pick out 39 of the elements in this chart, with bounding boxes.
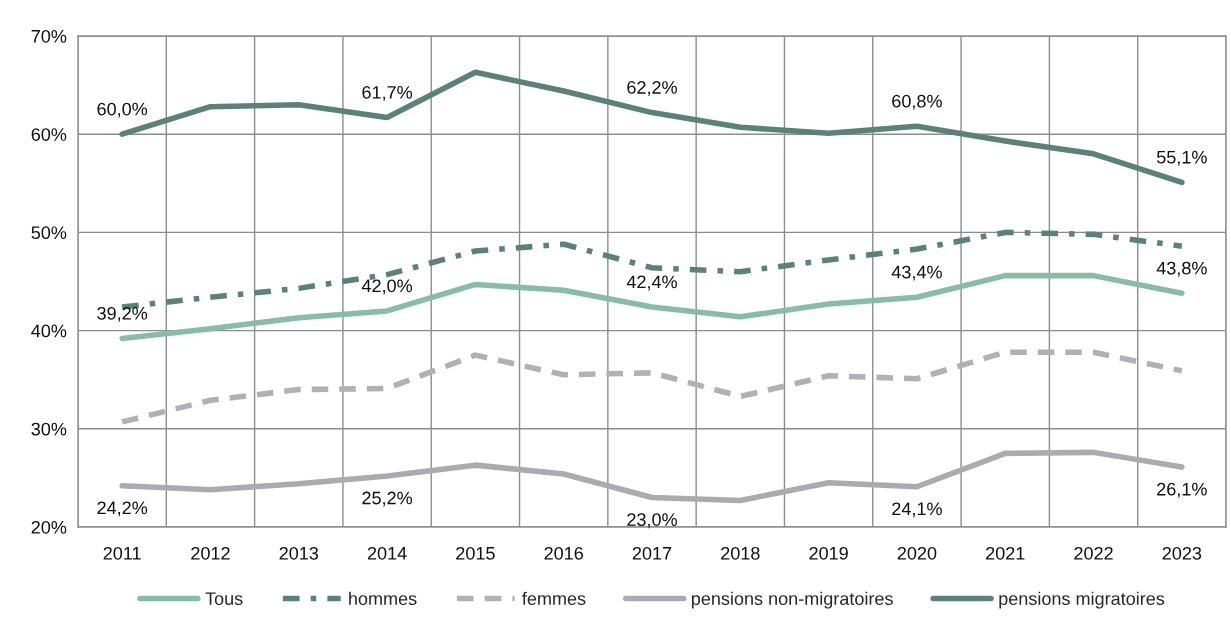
data-label: 25,2% [362, 491, 413, 507]
data-label: 62,2% [627, 81, 677, 96]
data-label: 43,8% [1156, 261, 1207, 277]
data-label: 23,0% [627, 513, 677, 529]
data-label: 42,0% [361, 279, 413, 295]
x-tick-label: 2019 [809, 546, 848, 560]
x-tick-label: 2023 [1162, 546, 1202, 560]
x-tick-label: 2014 [367, 546, 407, 560]
data-label: 24,1% [892, 502, 942, 518]
y-tick-label: 30% [31, 422, 67, 436]
legend-label: femmes [522, 591, 586, 606]
x-tick-label: 2012 [191, 546, 230, 560]
x-tick-label: 2017 [632, 546, 672, 560]
data-label: 39,2% [97, 306, 148, 322]
data-label: 61,7% [362, 85, 413, 101]
x-tick-label: 2022 [1074, 546, 1113, 560]
legend-label: pensions migratoires [999, 591, 1165, 609]
y-tick-label: 50% [31, 226, 67, 240]
x-tick-label: 2021 [986, 546, 1025, 560]
data-label: 42,4% [626, 275, 677, 291]
x-tick-label: 2016 [544, 546, 583, 560]
legend-label: hommes [349, 591, 417, 606]
data-label: 60,0% [97, 102, 148, 118]
data-label: 55,1% [1156, 150, 1207, 166]
y-tick-label: 70% [31, 29, 67, 43]
data-label: 24,2% [97, 501, 148, 517]
y-tick-label: 40% [31, 324, 67, 338]
data-label: 60,8% [892, 94, 942, 110]
x-tick-label: 2011 [103, 546, 141, 560]
x-tick-label: 2018 [721, 546, 760, 560]
legend-label: pensions non-migratoires [691, 591, 893, 609]
x-tick-label: 2013 [279, 546, 319, 560]
legend-label: Tous [205, 592, 243, 606]
data-label: 26,1% [1157, 482, 1207, 498]
y-tick-label: 60% [31, 128, 67, 141]
data-label: 43,4% [891, 265, 942, 281]
y-tick-label: 20% [31, 520, 67, 534]
x-tick-label: 2020 [897, 546, 937, 560]
x-tick-label: 2015 [456, 546, 495, 560]
